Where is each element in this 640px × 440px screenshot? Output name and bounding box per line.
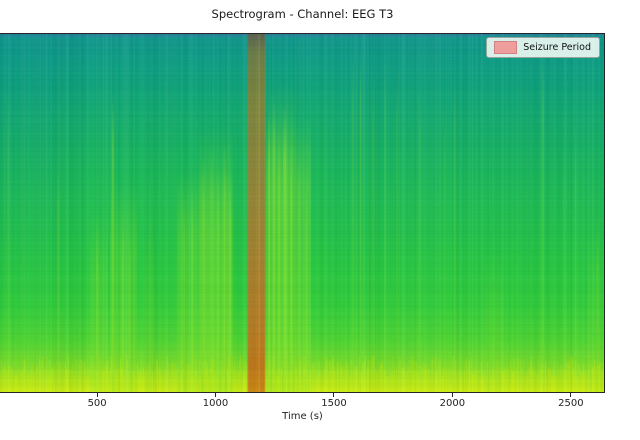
x-tick-mark: [333, 393, 335, 397]
x-tick-label: 500: [87, 398, 107, 409]
x-tick-mark: [570, 393, 572, 397]
x-tick-mark: [96, 393, 98, 397]
chart-title: Spectrogram - Channel: EEG T3: [211, 7, 394, 21]
seizure-patch-swatch: [494, 41, 518, 54]
x-tick-label: 1000: [202, 398, 229, 409]
x-axis-label: Time (s): [282, 411, 323, 422]
plot-area: Seizure Period: [0, 33, 605, 393]
x-tick-label: 2000: [439, 398, 466, 409]
x-tick-mark: [451, 393, 453, 397]
x-tick-label: 2500: [558, 398, 584, 409]
legend: Seizure Period: [486, 37, 600, 58]
legend-seizure-label: Seizure Period: [523, 42, 591, 53]
x-tick-mark: [215, 393, 217, 397]
spectrogram-canvas: [0, 34, 604, 392]
x-axis: 500 1000 1500 2000 2500: [0, 393, 605, 411]
x-tick-label: 1500: [321, 398, 347, 409]
